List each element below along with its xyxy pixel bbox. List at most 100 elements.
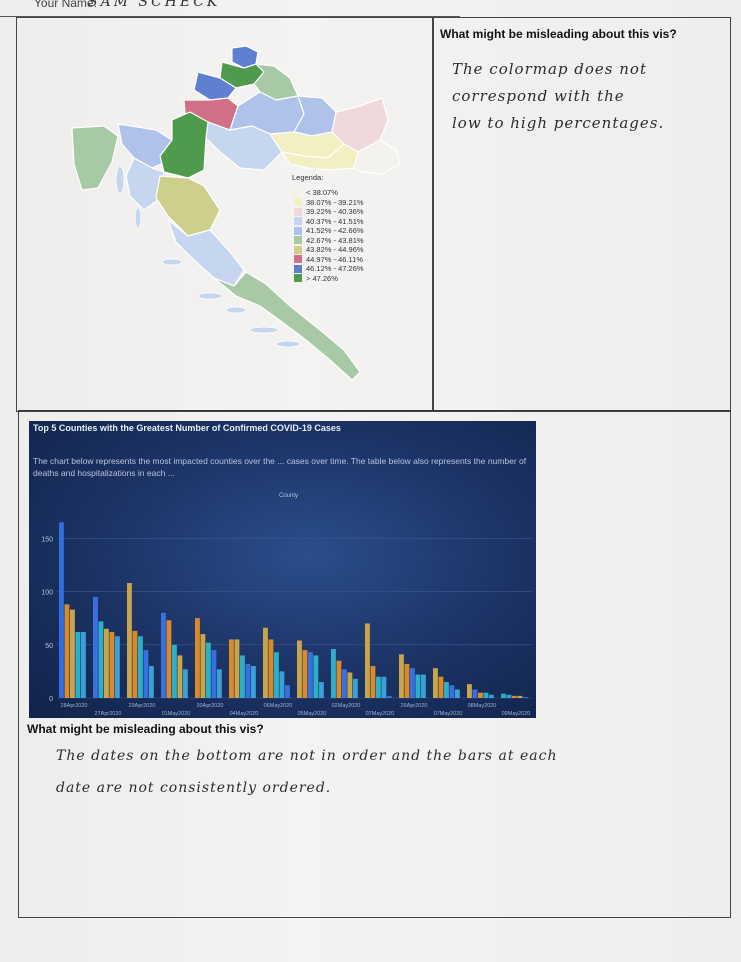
- chart-bar: [409, 668, 415, 698]
- chart-bar: [279, 671, 285, 698]
- chart-bar: [93, 596, 98, 698]
- chart-bar: [114, 636, 120, 698]
- chart-bar: [313, 655, 319, 698]
- legend-swatch: [294, 255, 302, 264]
- chart-screenshot: Top 5 Counties with the Greatest Number …: [29, 421, 536, 718]
- legend-item: 44.97% - 46.11%: [294, 255, 402, 265]
- x-tick-label: 27Apr2020: [95, 711, 122, 717]
- legend-item: 43.82% - 44.96%: [294, 245, 402, 255]
- map-region: [167, 219, 245, 287]
- map-region: [117, 123, 173, 169]
- chart-bar: [109, 631, 115, 698]
- answer-panel-1: [432, 17, 731, 412]
- legend-swatch: [294, 217, 302, 226]
- chart-bar: [438, 676, 444, 698]
- chart-bar: [352, 678, 358, 698]
- chart-bar: [166, 620, 172, 698]
- chart-bar: [511, 695, 517, 698]
- legend-label: 46.12% - 47.26%: [306, 264, 364, 274]
- chart-bar: [341, 669, 347, 698]
- legend-label: 38.07% - 39.21%: [306, 197, 364, 207]
- map-island: [275, 340, 301, 348]
- chart-bar: [449, 685, 455, 698]
- chart-bar: [229, 639, 234, 698]
- legend-label: 39.22% - 40.36%: [306, 207, 364, 217]
- x-tick-label: 26Apr2020: [401, 703, 428, 709]
- answer-1-line: correspond with the: [452, 87, 625, 105]
- chart-bar: [386, 695, 392, 698]
- chart-bar: [488, 694, 494, 698]
- map-region: [353, 139, 400, 175]
- map-island: [225, 306, 247, 314]
- chart-bar: [297, 640, 302, 698]
- chart-bar: [273, 652, 279, 698]
- chart-bar: [200, 634, 206, 698]
- answer-2-line: The dates on the bottom are not in order…: [56, 748, 558, 764]
- map-legend: Legenda: < 38.07% 38.07% - 39.21% 39.22% -…: [292, 173, 402, 283]
- y-tick-label: 100: [41, 590, 53, 597]
- x-tick-label: 09May2020: [502, 711, 531, 717]
- x-tick-label: 05May2020: [298, 711, 327, 717]
- chart-bar: [443, 682, 449, 698]
- chart-bar: [234, 639, 240, 698]
- legend-swatch: [294, 236, 302, 245]
- chart-bar: [472, 689, 478, 698]
- legend-item: 38.07% - 39.21%: [294, 198, 402, 208]
- chart-bar: [171, 644, 177, 698]
- legend-label: < 38.07%: [306, 188, 338, 198]
- chart-bar: [433, 668, 438, 698]
- chart-bar: [517, 695, 523, 698]
- map-region: [125, 157, 165, 211]
- chart-bar: [250, 666, 256, 698]
- answer-1-line: The colormap does not: [452, 60, 647, 78]
- chart-bar: [381, 676, 387, 698]
- chart-bar: [318, 682, 324, 698]
- chart-bar: [137, 636, 143, 698]
- legend-item: < 38.07%: [294, 188, 402, 198]
- question-2: What might be misleading about this vis?: [27, 722, 264, 736]
- chart-bar: [375, 676, 381, 698]
- answer-1-line: low to high percentages.: [452, 114, 665, 132]
- legend-swatch: [294, 245, 302, 254]
- chart-bar: [331, 649, 336, 698]
- chart-bar: [239, 655, 245, 698]
- x-tick-label: 29Apr2020: [129, 703, 156, 709]
- chart-bar: [347, 672, 353, 698]
- chart-bar: [148, 666, 154, 698]
- legend-label: 44.97% - 46.11%: [306, 254, 363, 264]
- x-tick-label: 04May2020: [230, 711, 259, 717]
- chart-bar: [75, 631, 81, 698]
- chart-bar: [98, 621, 104, 698]
- x-tick-label: 02May2020: [332, 703, 361, 709]
- legend-label: 43.82% - 44.96%: [306, 245, 364, 255]
- x-tick-label: 30Apr2020: [197, 703, 224, 709]
- choropleth-map: [71, 45, 400, 381]
- chart-legend-title: County: [279, 493, 299, 499]
- chart-bar: [404, 663, 410, 698]
- legend-swatch: [294, 207, 302, 216]
- chart-bar: [211, 650, 217, 698]
- x-tick-label: 01May2020: [162, 711, 191, 717]
- chart-bar: [161, 612, 166, 698]
- x-tick-label: 06May2020: [264, 703, 293, 709]
- map-region: [155, 175, 221, 237]
- chart-bar: [336, 660, 342, 698]
- y-tick-label: 0: [49, 696, 53, 703]
- chart-bar: [467, 684, 472, 698]
- handwritten-answer-2: The dates on the bottom are not in order…: [56, 740, 656, 804]
- x-tick-label: 28Apr2020: [61, 703, 88, 709]
- chart-panel: [18, 410, 731, 918]
- chart-bar: [69, 609, 75, 698]
- legend-label: > 47.26%: [306, 273, 338, 283]
- bar-chart: 0 50 100 150 28Apr2020 27Apr2020 29Apr2020 01Ma…: [41, 522, 533, 717]
- chart-bar: [127, 583, 132, 698]
- map-island: [134, 207, 142, 229]
- chart-bar: [506, 694, 512, 698]
- legend-swatch: [294, 188, 302, 197]
- map-region: [205, 121, 283, 171]
- chart-bar: [177, 655, 183, 698]
- map-island: [197, 292, 223, 300]
- legend-title: Legenda:: [292, 173, 324, 182]
- legend-item: 39.22% - 40.36%: [294, 207, 402, 217]
- map-island: [115, 165, 125, 195]
